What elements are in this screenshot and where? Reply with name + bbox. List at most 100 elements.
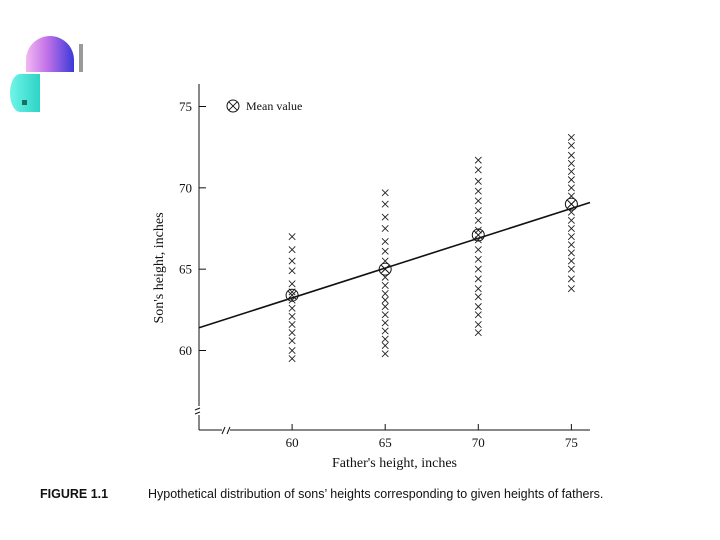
data-point-x-marker: [474, 265, 482, 273]
data-point-x-marker: [474, 216, 482, 224]
data-point-x-marker: [474, 166, 482, 174]
data-point-x-marker: [288, 280, 296, 288]
data-point-x-marker: [567, 133, 575, 141]
data-point-x-marker: [474, 275, 482, 283]
data-point-x-marker: [381, 327, 389, 335]
y-axis-ticks: 60 65 70 75: [179, 99, 206, 358]
data-point-x-marker: [288, 346, 296, 355]
data-point-x-marker: [381, 303, 389, 311]
data-point-x-marker: [567, 241, 575, 249]
y-tick-label: 70: [179, 180, 192, 195]
data-point-x-marker: [474, 187, 482, 195]
mean-marker-cross: [228, 101, 238, 111]
regression-line: [198, 201, 591, 329]
data-point-x-marker: [567, 285, 575, 293]
data-point-x-marker: [381, 335, 389, 343]
data-point-x-marker: [474, 156, 482, 164]
data-point-x-marker: [381, 281, 389, 289]
data-point-x-marker: [474, 293, 482, 301]
data-point-x-marker: [381, 247, 389, 255]
y-axis-title: Son's height, inches: [152, 212, 167, 323]
figure-caption: FIGURE 1.1 Hypothetical distribution of s…: [40, 487, 720, 501]
mean-marker-cross: [566, 199, 576, 209]
mean-marker-circle: [564, 197, 578, 211]
data-point-x-marker: [288, 233, 296, 241]
mean-marker-circle: [378, 262, 392, 276]
mean-marker-cross: [473, 230, 483, 240]
y-tick-label: 60: [179, 343, 192, 358]
data-point-x-marker: [474, 329, 482, 337]
data-point-x-marker: [288, 355, 296, 363]
data-point-x-marker: [567, 142, 575, 150]
figure-caption-text: Hypothetical distribution of sons’ heigh…: [148, 487, 604, 501]
mean-value-marker: [564, 197, 578, 211]
mean-markers: [285, 197, 578, 302]
x-axis-ticks: 60 65 70 75: [286, 424, 578, 450]
scatter-chart: 60 65 70 75 60 65 70 75 Mean value Father's he…: [152, 84, 591, 471]
data-point-x-marker: [567, 233, 575, 241]
data-point-x-marker: [381, 200, 389, 208]
data-point-x-marker: [381, 311, 389, 319]
data-point-x-marker: [381, 342, 389, 350]
mean-value-marker: [285, 288, 299, 302]
data-point-x-marker: [567, 275, 575, 283]
axes: [194, 84, 590, 435]
x-tick-label: 75: [565, 435, 578, 450]
y-axis-break: [194, 407, 201, 415]
data-points: [288, 133, 575, 363]
regression-line-group: [198, 201, 591, 329]
x-axis-title: Father's height, inches: [332, 456, 457, 471]
data-point-x-marker: [474, 320, 482, 328]
data-point-x-marker: [474, 177, 482, 185]
data-point-x-marker: [474, 303, 482, 311]
mean-marker-cross: [287, 290, 297, 300]
mean-marker-cross: [380, 264, 390, 274]
y-tick-label: 75: [179, 99, 192, 114]
x-tick-label: 60: [286, 435, 299, 450]
slide-decoration: [10, 36, 83, 112]
figure-label: FIGURE 1.1: [40, 487, 109, 501]
mean-marker-circle: [226, 99, 240, 113]
data-point-x-marker: [567, 224, 575, 233]
legend: Mean value: [226, 99, 302, 113]
data-point-x-marker: [381, 290, 389, 298]
x-tick-label: 70: [472, 435, 485, 450]
data-point-x-marker: [288, 320, 296, 328]
data-point-x-marker: [474, 207, 482, 215]
data-point-x-marker: [474, 246, 482, 254]
data-point-x-marker: [567, 216, 575, 224]
data-point-x-marker: [567, 184, 575, 192]
data-point-x-marker: [567, 159, 575, 167]
legend-circled-x: [226, 99, 240, 113]
data-point-x-marker: [381, 350, 389, 358]
x-tick-label: 65: [379, 435, 392, 450]
data-point-x-marker: [474, 197, 482, 205]
data-point-x-marker: [381, 224, 389, 233]
data-point-x-marker: [567, 176, 575, 184]
data-point-x-marker: [288, 267, 296, 275]
mean-value-marker: [471, 228, 485, 242]
data-point-x-marker: [381, 213, 389, 221]
data-point-x-marker: [288, 246, 296, 254]
mean-marker-circle: [285, 288, 299, 302]
data-point-x-marker: [567, 168, 575, 176]
data-point-x-marker: [567, 257, 575, 265]
data-point-x-marker: [474, 285, 482, 293]
data-point-x-marker: [381, 237, 389, 246]
data-point-x-marker: [381, 189, 389, 197]
data-point-x-marker: [567, 249, 575, 257]
legend-mean-marker: [226, 99, 240, 113]
data-point-x-marker: [288, 304, 296, 312]
data-point-x-marker: [288, 257, 296, 265]
legend-label: Mean value: [246, 99, 302, 113]
mean-value-marker: [378, 262, 392, 276]
x-axis-break: [221, 426, 231, 435]
data-point-x-marker: [288, 337, 296, 345]
y-tick-label: 65: [179, 262, 192, 277]
data-point-x-marker: [288, 312, 296, 320]
data-point-x-marker: [381, 319, 389, 327]
data-point-x-marker: [567, 151, 575, 159]
mean-marker-circle: [471, 228, 485, 242]
data-point-x-marker: [474, 255, 482, 263]
data-point-x-marker: [381, 296, 389, 304]
